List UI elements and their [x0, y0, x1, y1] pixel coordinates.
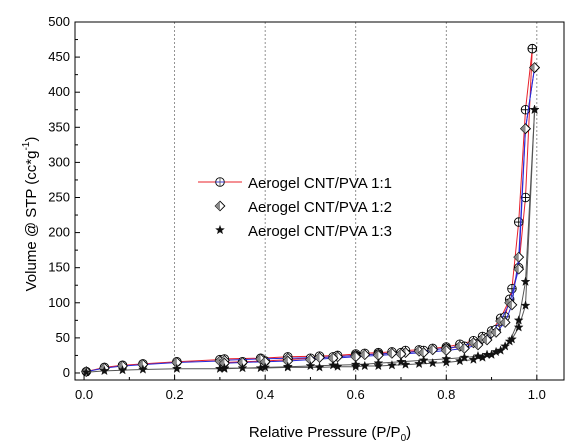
legend-marker-shape [215, 224, 225, 235]
data-point [527, 43, 538, 54]
y-tick-label: 250 [48, 189, 70, 204]
legend-marker-shape [215, 177, 225, 187]
series-3-adsorption-line [86, 109, 536, 373]
y-tick-label: 150 [48, 260, 70, 275]
plot-frame [74, 21, 565, 381]
data-point [373, 357, 384, 368]
data-point [482, 349, 492, 359]
y-tick-label: 0 [63, 365, 70, 380]
legend-marker-3 [215, 224, 225, 235]
legend-marker-1 [215, 177, 225, 187]
data-point [472, 339, 484, 351]
data-point [386, 347, 398, 359]
legend-entry-2: Aerogel CNT/PVA 1:2 [214, 199, 392, 216]
data-point [490, 326, 502, 338]
data-point [359, 349, 371, 361]
x-tick-label: 0.0 [75, 387, 93, 402]
data-point [513, 263, 525, 275]
legend-label-1: Aerogel CNT/PVA 1:1 [248, 175, 392, 192]
data-point [520, 276, 531, 286]
data-point [282, 361, 293, 371]
x-tick-label: 0.8 [437, 387, 455, 402]
y-axis-title-sup: -1 [21, 141, 32, 150]
data-point [459, 352, 470, 362]
x-axis-title: Relative Pressure (P/P0) [249, 424, 411, 442]
legend-entry-3: Aerogel CNT/PVA 1:3 [215, 223, 392, 240]
data-point [237, 362, 248, 373]
y-tick-label: 500 [48, 14, 70, 29]
data-point [500, 341, 511, 351]
axis-ticks: 0.0 0.2 0.4 0.6 0.8 1.0 0 50 100 150 200 250 300 350 4… [48, 14, 546, 402]
series-1-adsorption-line [86, 48, 533, 373]
data-point [387, 360, 397, 370]
data-point [260, 362, 271, 372]
data-point [491, 346, 502, 357]
y-tick-label: 100 [48, 295, 70, 310]
y-tick-label: 200 [48, 225, 70, 240]
data-point [314, 362, 325, 372]
legend-entry-1: Aerogel CNT/PVA 1:1 [198, 175, 392, 192]
legend-marker-2 [214, 200, 226, 212]
data-point [137, 364, 148, 374]
x-axis-title-close: ) [406, 424, 411, 441]
data-point [373, 360, 384, 371]
data-point [441, 357, 452, 367]
x-tick-label: 0.4 [256, 387, 274, 402]
y-axis-title-main: Volume @ STP (cc*g [23, 151, 40, 292]
series-2 [80, 62, 541, 378]
data-point [520, 192, 531, 203]
data-point [506, 299, 518, 311]
data-point [171, 363, 182, 373]
data-point [520, 123, 531, 135]
y-tick-label: 400 [48, 84, 70, 99]
data-point [513, 251, 525, 263]
data-point [396, 356, 406, 366]
data-point [499, 317, 511, 328]
y-tick-label: 50 [56, 330, 70, 345]
y-axis-title-close: ) [23, 137, 40, 142]
data-point [529, 104, 540, 114]
data-point [99, 365, 110, 376]
x-axis-title-main: Relative Pressure (P/P [249, 424, 401, 441]
data-point [520, 300, 531, 310]
x-axis-title-sub: 0 [401, 433, 407, 442]
series-2-adsorption-line [86, 67, 536, 373]
y-tick-label: 350 [48, 119, 70, 134]
x-tick-label: 0.2 [166, 387, 184, 402]
data-point [513, 322, 524, 332]
x-tick-label: 0.6 [347, 387, 365, 402]
data-point [427, 357, 438, 368]
data-point [441, 353, 452, 364]
series-3 [81, 104, 540, 377]
data-point [481, 334, 493, 346]
data-point [529, 62, 541, 74]
data-point [473, 350, 483, 361]
data-point [427, 344, 439, 356]
legend-label-3: Aerogel CNT/PVA 1:3 [248, 223, 392, 240]
y-tick-label: 300 [48, 154, 70, 169]
series-layer [80, 43, 541, 378]
legend-marker-shape [214, 200, 226, 212]
data-point [418, 355, 429, 365]
x-tick-label: 1.0 [528, 387, 546, 402]
data-point [350, 359, 361, 369]
y-tick-label: 450 [48, 49, 70, 64]
data-point [507, 334, 517, 344]
data-point [359, 360, 370, 371]
legend: Aerogel CNT/PVA 1:1 Aerogel CNT/PVA 1:2 … [198, 175, 392, 240]
data-point [328, 360, 339, 370]
data-point [81, 367, 92, 377]
y-axis-title: Volume @ STP (cc*g-1) [21, 137, 40, 292]
data-point [305, 360, 316, 371]
data-point [513, 217, 524, 227]
data-point [117, 364, 128, 375]
legend-label-2: Aerogel CNT/PVA 1:2 [248, 199, 392, 216]
data-point [219, 363, 230, 373]
